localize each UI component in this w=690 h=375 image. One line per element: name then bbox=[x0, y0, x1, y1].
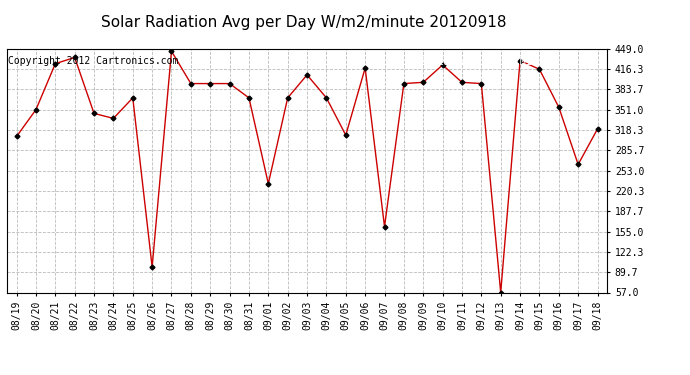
Text: Copyright 2012 Cartronics.com: Copyright 2012 Cartronics.com bbox=[8, 56, 178, 66]
Text: Solar Radiation Avg per Day W/m2/minute 20120918: Solar Radiation Avg per Day W/m2/minute … bbox=[101, 15, 506, 30]
